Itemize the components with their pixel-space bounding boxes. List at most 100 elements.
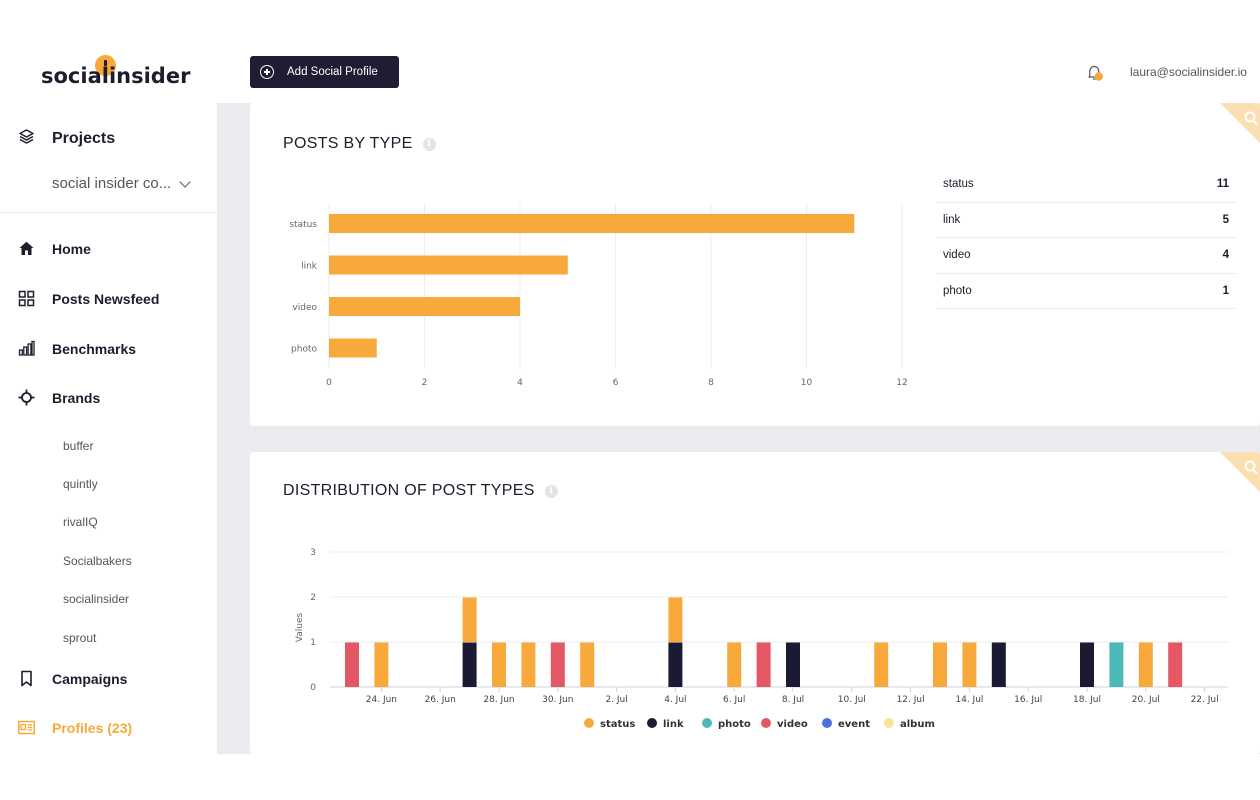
bar-video (1168, 642, 1183, 687)
logo[interactable]: socialinsider (41, 64, 191, 88)
search-corner-icon[interactable] (1220, 103, 1260, 143)
posts-by-type-table: status 11 link 5 video 4 photo 1 (936, 167, 1236, 309)
add-social-profile-label: Add Social Profile (287, 66, 378, 78)
bar-link (991, 642, 1006, 687)
bar-photo (1109, 642, 1124, 687)
x-tick-label: 0 (326, 378, 332, 388)
sidebar-item-profiles[interactable]: Profiles (23) (18, 719, 132, 736)
svg-text:photo: photo (718, 719, 751, 730)
bar-link (668, 642, 683, 687)
chevron-down-icon (179, 175, 191, 188)
bar-status (492, 642, 506, 687)
type-count: 1 (1222, 284, 1229, 297)
brand-item-socialinsider[interactable]: socialinsider (63, 592, 130, 606)
y-axis-label: Values (295, 612, 305, 642)
svg-text:status: status (600, 719, 635, 730)
bar-link (329, 255, 568, 275)
x-tick-label: 22. Jul (1191, 695, 1219, 705)
y-tick-label: status (289, 220, 317, 230)
x-tick-label: 12 (896, 378, 907, 388)
sidebar: socialinsider Projects social insider co… (0, 44, 217, 754)
sidebar-item-benchmarks[interactable]: Benchmarks (18, 340, 136, 357)
bar-status (933, 642, 947, 687)
y-tick-label: 1 (310, 638, 316, 648)
x-tick-label: 6. Jul (723, 695, 745, 705)
posts-by-type-title: POSTS BY TYPE i (283, 135, 436, 153)
brand-item-buffer[interactable]: buffer (63, 439, 94, 453)
posts-by-type-chart: 0 2 4 6 8 10 12 status link video photo (289, 203, 908, 388)
type-name: photo (943, 284, 972, 297)
info-icon[interactable]: i (422, 137, 436, 151)
projects-header[interactable]: Projects (18, 128, 115, 150)
y-tick-label: link (301, 262, 318, 272)
brand-item-socialbakers[interactable]: Socialbakers (63, 554, 132, 568)
x-tick-label: 24. Jun (366, 695, 397, 705)
notifications-bell-icon[interactable] (1085, 63, 1105, 83)
bar-video (550, 642, 565, 687)
project-select[interactable]: social insider co... (52, 175, 191, 192)
bar-status (521, 642, 536, 687)
x-tick-label: 30. Jun (542, 695, 573, 705)
y-tick-label: 3 (310, 548, 316, 558)
bar-status (580, 642, 595, 687)
table-row: video 4 (936, 238, 1236, 274)
logo-mark-icon (95, 55, 116, 76)
type-count: 5 (1222, 213, 1229, 226)
x-tick-label: 10 (801, 378, 813, 388)
legend-item-link[interactable]: link (647, 718, 684, 730)
bar-video (345, 642, 359, 687)
bar-video (329, 297, 520, 316)
legend-item-video[interactable]: video (761, 718, 808, 730)
user-email[interactable]: laura@socialinsider.io (1130, 65, 1247, 79)
x-tick-label: 2. Jul (605, 695, 627, 705)
bookmark-icon (18, 670, 35, 687)
sidebar-item-campaigns[interactable]: Campaigns (18, 670, 127, 687)
sidebar-item-label: Campaigns (52, 670, 128, 687)
y-tick-label: photo (291, 345, 317, 355)
sidebar-item-home[interactable]: Home (18, 240, 91, 257)
layers-icon (18, 128, 35, 150)
x-tick-label: 10. Jul (838, 695, 866, 705)
bar-status (329, 214, 855, 233)
legend-item-album[interactable]: album (884, 718, 935, 730)
legend-item-event[interactable]: event (822, 718, 870, 730)
add-social-profile-button[interactable]: Add Social Profile (250, 56, 399, 88)
x-tick-label: 8 (708, 378, 714, 388)
x-tick-label: 20. Jul (1132, 695, 1160, 705)
sidebar-item-brands[interactable]: Brands (18, 389, 100, 406)
type-name: status (943, 178, 974, 191)
card-title-text: DISTRIBUTION OF POST TYPES (283, 482, 535, 499)
bar-status (727, 642, 742, 687)
y-tick-label: 0 (310, 683, 316, 693)
bar-status (1138, 642, 1153, 687)
x-tick-label: 2 (422, 378, 428, 388)
distribution-chart: 0 1 2 3 Values 24. Jun 26. Jun 28. Jun 30. Jun 2.… (295, 548, 1228, 730)
bar-chart-icon (18, 340, 35, 357)
sidebar-item-posts-newsfeed[interactable]: Posts Newsfeed (18, 290, 159, 307)
x-tick-label: 26. Jun (425, 695, 456, 705)
search-corner-icon[interactable] (1220, 452, 1260, 492)
sidebar-item-label: Profiles (23) (52, 719, 133, 736)
sidebar-item-label: Brands (52, 389, 101, 406)
sidebar-item-label: Home (52, 240, 91, 257)
bar-video (756, 642, 771, 687)
type-name: link (943, 213, 961, 226)
distribution-title: DISTRIBUTION OF POST TYPES i (283, 482, 558, 500)
brand-item-rivaliq[interactable]: rivalIQ (63, 515, 98, 529)
legend-item-photo[interactable]: photo (702, 718, 751, 730)
y-tick-label: video (292, 303, 317, 313)
table-row: photo 1 (936, 274, 1236, 309)
bar-status (462, 597, 477, 642)
bar-status (962, 642, 977, 687)
y-tick-label: 2 (310, 593, 316, 603)
sidebar-divider (0, 212, 217, 213)
sidebar-item-label: Benchmarks (52, 340, 137, 357)
info-icon[interactable]: i (544, 484, 558, 498)
x-tick-label: 4. Jul (664, 695, 686, 705)
table-row: status 11 (936, 167, 1236, 203)
legend-item-status[interactable]: status (584, 718, 635, 730)
brand-item-quintly[interactable]: quintly (63, 477, 98, 491)
brand-item-sprout[interactable]: sprout (63, 631, 97, 645)
bar-link (462, 642, 477, 687)
